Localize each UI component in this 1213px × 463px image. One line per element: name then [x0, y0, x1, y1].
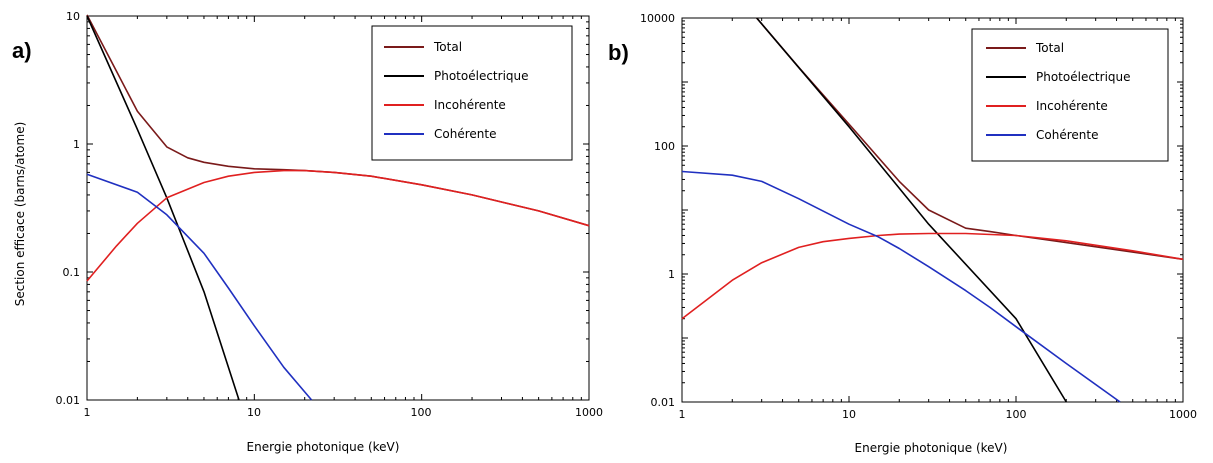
- series-line-total: [756, 17, 1184, 261]
- series-line-incohérente: [86, 169, 590, 282]
- series-line-photoélectrique: [86, 15, 240, 401]
- tick-labels-a: 1 10 100 1000 0.01 0.1 1 10: [56, 10, 604, 419]
- y-tick-label: 100: [654, 140, 675, 153]
- x-tick-label: 100: [1006, 408, 1027, 421]
- series-lines-a: [86, 14, 590, 401]
- chart-a: a) Section efficace (barns/atome) Energi…: [12, 10, 603, 454]
- legend-box-a: [371, 25, 573, 161]
- y-tick-label: 1: [73, 138, 80, 151]
- legend-label: Total: [1035, 41, 1064, 55]
- panel-label-a: a): [12, 38, 32, 63]
- plot-frame-a: [86, 15, 590, 401]
- chart-b: b) Energie photonique (keV) Total Photoél…: [608, 12, 1197, 455]
- y-tick-label: 10000: [640, 12, 675, 25]
- legend-label: Total: [433, 40, 462, 54]
- x-axis-label-a: Energie photonique (keV): [247, 440, 400, 454]
- legend-label: Incohérente: [434, 98, 506, 112]
- series-line-cohérente: [681, 170, 1121, 403]
- x-tick-label: 1000: [1169, 408, 1197, 421]
- series-line-cohérente: [86, 173, 313, 401]
- x-tick-label: 1000: [575, 406, 603, 419]
- legend-box-b: [971, 28, 1169, 162]
- tick-labels-b: 1 10 100 1000 0.01 1 100 10000: [640, 12, 1197, 421]
- x-tick-label: 1: [679, 408, 686, 421]
- legend-label: Photoélectrique: [1036, 70, 1131, 84]
- legend-label: Cohérente: [1036, 128, 1098, 142]
- y-tick-label: 0.1: [63, 266, 81, 279]
- legend-a: Total Photoélectrique Incohérente Cohérente: [371, 25, 573, 161]
- y-tick-label: 0.01: [56, 394, 81, 407]
- x-tick-label: 10: [247, 406, 261, 419]
- y-tick-label: 1: [668, 268, 675, 281]
- x-tick-label: 10: [842, 408, 856, 421]
- x-axis-label-b: Energie photonique (keV): [855, 441, 1008, 455]
- legend-label: Incohérente: [1036, 99, 1108, 113]
- ticks-a: [86, 16, 589, 401]
- x-tick-label: 100: [411, 406, 432, 419]
- series-lines-b: [681, 17, 1184, 403]
- legend-b: Total Photoélectrique Incohérente Cohérente: [971, 28, 1169, 162]
- legend-label: Cohérente: [434, 127, 496, 141]
- legend-label: Photoélectrique: [434, 69, 529, 83]
- series-line-incohérente: [681, 232, 1184, 320]
- y-tick-label: 10: [66, 10, 80, 23]
- y-axis-label-a: Section efficace (barns/atome): [13, 122, 27, 307]
- y-tick-label: 0.01: [651, 396, 676, 409]
- x-tick-label: 1: [84, 406, 91, 419]
- panel-label-b: b): [608, 40, 629, 65]
- series-line-photoélectrique: [756, 17, 1067, 403]
